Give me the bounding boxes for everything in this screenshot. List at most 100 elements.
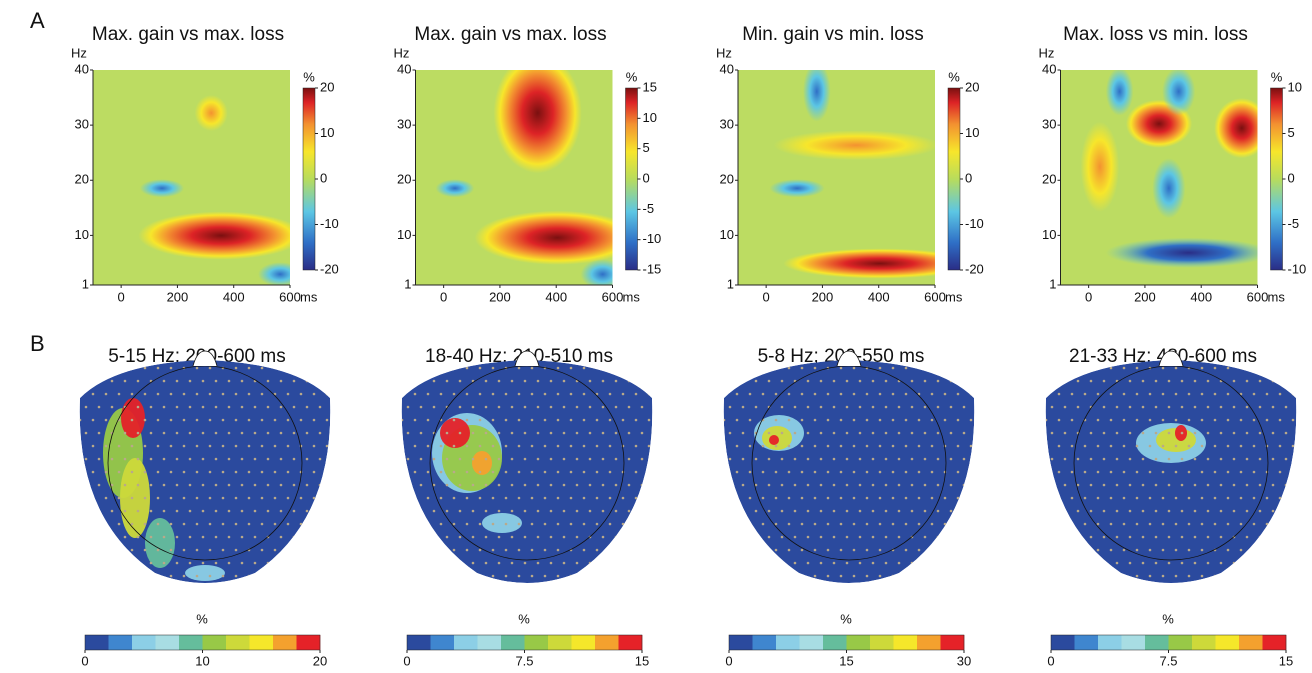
electrode bbox=[1298, 510, 1301, 513]
electrode bbox=[414, 445, 417, 448]
electrode bbox=[472, 484, 475, 487]
electrode bbox=[885, 458, 888, 461]
electrode bbox=[755, 380, 758, 383]
electrode bbox=[1214, 445, 1217, 448]
electrode bbox=[1116, 562, 1119, 565]
colorbar-segment bbox=[85, 635, 109, 650]
electrode bbox=[563, 432, 566, 435]
electrode bbox=[1181, 406, 1184, 409]
electrode bbox=[1071, 523, 1074, 526]
heatmap bbox=[738, 61, 976, 285]
electrode bbox=[931, 523, 934, 526]
electrode bbox=[1246, 510, 1249, 513]
electrode bbox=[131, 445, 134, 448]
electrode bbox=[189, 510, 192, 513]
electrode bbox=[479, 497, 482, 500]
electrode bbox=[833, 484, 836, 487]
electrode bbox=[92, 523, 95, 526]
electrode bbox=[596, 445, 599, 448]
electrode bbox=[729, 536, 732, 539]
electrode bbox=[118, 445, 121, 448]
electrode bbox=[1194, 432, 1197, 435]
electrode bbox=[1097, 497, 1100, 500]
electrode bbox=[602, 406, 605, 409]
electrode bbox=[267, 380, 270, 383]
electrode bbox=[1207, 406, 1210, 409]
electrode bbox=[1285, 432, 1288, 435]
electrode bbox=[241, 458, 244, 461]
colorbar-segment bbox=[109, 635, 133, 650]
electrode bbox=[79, 575, 82, 578]
electrode bbox=[833, 406, 836, 409]
electrode bbox=[1272, 406, 1275, 409]
electrode bbox=[414, 471, 417, 474]
electrode bbox=[814, 549, 817, 552]
electrode bbox=[280, 562, 283, 565]
electrode bbox=[1058, 575, 1061, 578]
electrode bbox=[1227, 497, 1230, 500]
electrode bbox=[905, 523, 908, 526]
electrode bbox=[1129, 536, 1132, 539]
electrode bbox=[563, 458, 566, 461]
electrode bbox=[1188, 549, 1191, 552]
electrode bbox=[453, 419, 456, 422]
colorbar-tick-label: -20 bbox=[320, 261, 339, 276]
colorbar-segment bbox=[1169, 635, 1193, 650]
electrode bbox=[157, 367, 160, 370]
electrode bbox=[446, 536, 449, 539]
electrode bbox=[550, 562, 553, 565]
electrode bbox=[427, 419, 430, 422]
electrode bbox=[1272, 562, 1275, 565]
electrode bbox=[433, 406, 436, 409]
electrode bbox=[1123, 549, 1126, 552]
colorbar-tick-label: 0 bbox=[725, 653, 732, 668]
electrode bbox=[723, 419, 726, 422]
electrode bbox=[1272, 536, 1275, 539]
chart-title: Max. gain vs max. loss bbox=[414, 24, 606, 45]
electrode bbox=[1285, 536, 1288, 539]
electrode bbox=[749, 497, 752, 500]
electrode bbox=[1116, 484, 1119, 487]
electrode bbox=[628, 484, 631, 487]
electrode bbox=[1116, 406, 1119, 409]
electrode bbox=[628, 458, 631, 461]
electrode bbox=[957, 367, 960, 370]
electrode bbox=[742, 380, 745, 383]
electrode bbox=[924, 536, 927, 539]
electrode bbox=[1259, 510, 1262, 513]
electrode bbox=[609, 367, 612, 370]
electrode bbox=[479, 445, 482, 448]
heatmap-blob bbox=[1106, 67, 1134, 115]
electrode bbox=[433, 458, 436, 461]
electrode bbox=[557, 393, 560, 396]
electrode bbox=[1136, 445, 1139, 448]
electrode bbox=[332, 510, 335, 513]
electrode bbox=[414, 549, 417, 552]
electrode bbox=[498, 484, 501, 487]
electrode bbox=[1071, 419, 1074, 422]
electrode bbox=[157, 471, 160, 474]
electrode bbox=[163, 484, 166, 487]
colorbar-segment bbox=[250, 635, 274, 650]
electrode bbox=[1136, 367, 1139, 370]
electrode bbox=[576, 536, 579, 539]
electrode bbox=[654, 432, 657, 435]
electrode bbox=[1136, 549, 1139, 552]
electrode bbox=[1058, 523, 1061, 526]
electrode bbox=[202, 510, 205, 513]
electrode bbox=[963, 562, 966, 565]
electrode bbox=[1103, 406, 1106, 409]
electrode bbox=[1181, 562, 1184, 565]
electrode bbox=[498, 536, 501, 539]
electrode bbox=[1292, 575, 1295, 578]
electrode bbox=[970, 523, 973, 526]
x-tick-label: 600 bbox=[602, 289, 624, 304]
electrode bbox=[105, 575, 108, 578]
electrode bbox=[801, 393, 804, 396]
colorbar-segment bbox=[1098, 635, 1122, 650]
electrode bbox=[1136, 419, 1139, 422]
electrode bbox=[313, 549, 316, 552]
electrode bbox=[976, 562, 979, 565]
electrode bbox=[313, 445, 316, 448]
colorbar-segment bbox=[156, 635, 180, 650]
